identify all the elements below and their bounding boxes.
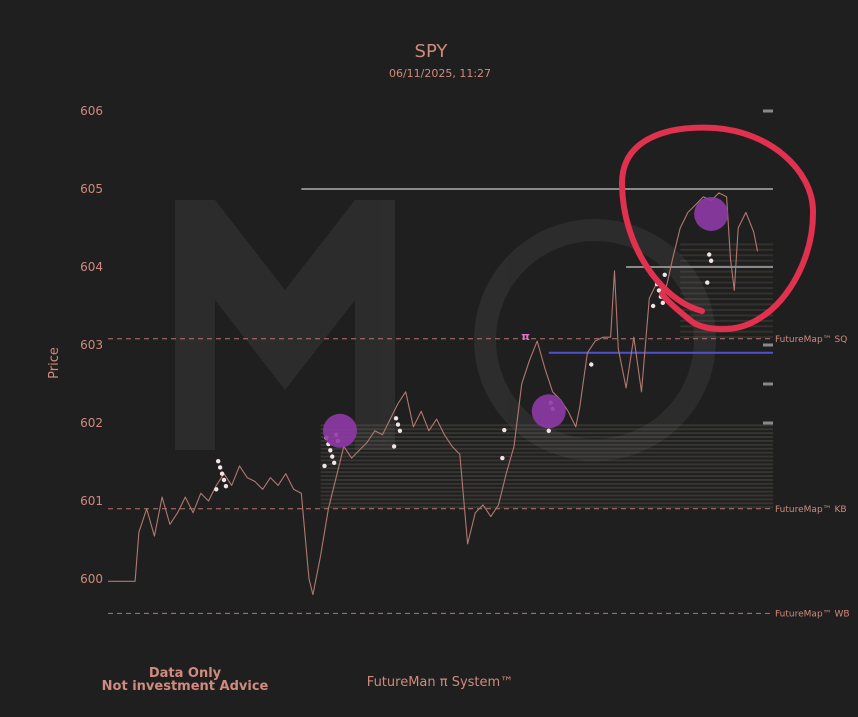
depth-band <box>320 506 773 509</box>
depth-band <box>680 259 773 262</box>
signal-marker <box>393 416 399 421</box>
signal-marker <box>331 460 337 465</box>
depth-band <box>680 292 773 295</box>
depth-band <box>320 475 773 478</box>
disclaimer: Data Only Not investment Advice <box>100 667 270 693</box>
signal-marker <box>215 459 221 464</box>
y-axis-ticks: 600 601 602 603 604 605 606 <box>80 104 103 586</box>
signal-marker <box>221 477 227 483</box>
depth-band <box>320 494 773 497</box>
signal-marker <box>708 258 714 263</box>
depth-band <box>680 243 773 246</box>
depth-band <box>320 451 773 454</box>
signal-marker <box>397 428 403 433</box>
signal-marker <box>589 362 594 367</box>
signal-marker <box>219 471 225 476</box>
futuremap-level-label: FutureMap™ KB <box>775 505 847 515</box>
depth-band <box>320 467 773 470</box>
disclaimer-line1: Data Only <box>148 666 222 681</box>
y-tick-label: 605 <box>80 182 103 196</box>
pi-annotation: π <box>521 330 530 343</box>
depth-band <box>680 287 773 290</box>
brand-footer: FutureMan π System™ <box>366 675 514 690</box>
depth-band <box>320 490 773 493</box>
y-tick-label: 606 <box>80 104 103 118</box>
depth-band <box>680 276 773 279</box>
depth-band <box>320 478 773 481</box>
y-tick-label: 601 <box>80 494 103 508</box>
depth-band <box>320 502 773 505</box>
depth-band <box>680 281 773 284</box>
signal-marker <box>650 303 656 309</box>
y-tick-label: 602 <box>80 416 103 430</box>
highlight-circle <box>322 413 357 448</box>
signal-marker <box>223 483 229 489</box>
signal-marker <box>705 280 710 285</box>
signal-marker <box>391 444 397 449</box>
futuremap-levels: FutureMap™ SQ FutureMap™ KB FutureMap™ WB <box>108 335 850 619</box>
depth-band <box>680 319 773 322</box>
signal-marker <box>660 300 666 306</box>
depth-band <box>320 455 773 458</box>
y-tick-label: 600 <box>80 572 103 586</box>
depth-band <box>320 432 773 435</box>
y-tick-label: 604 <box>80 260 103 274</box>
highlight-circles <box>322 196 729 448</box>
signal-marker <box>707 252 712 257</box>
signal-marker <box>217 465 223 470</box>
depth-band <box>680 270 773 273</box>
depth-band <box>680 336 773 339</box>
signal-marker <box>395 422 401 427</box>
signal-marker <box>502 427 507 433</box>
depth-band <box>680 297 773 300</box>
highlight-circle <box>694 196 729 231</box>
signal-marker <box>656 288 662 293</box>
signal-marker <box>546 428 551 433</box>
depth-band <box>680 254 773 257</box>
depth-band <box>680 308 773 311</box>
brand-watermark <box>175 200 716 461</box>
depth-band <box>320 471 773 474</box>
depth-band <box>320 447 773 450</box>
depth-band <box>320 436 773 439</box>
signal-marker <box>330 454 335 459</box>
depth-band <box>320 498 773 501</box>
depth-band <box>320 486 773 489</box>
depth-band <box>680 314 773 317</box>
depth-band <box>680 248 773 251</box>
chart-subtitle: 06/11/2025, 11:27 <box>389 67 491 80</box>
depth-band <box>320 482 773 485</box>
chart-title: SPY <box>415 41 449 62</box>
depth-band <box>320 428 773 431</box>
depth-band <box>680 303 773 306</box>
signal-marker <box>328 448 333 453</box>
highlight-circle <box>531 394 566 429</box>
signal-marker <box>662 272 667 277</box>
futuremap-level-label: FutureMap™ WB <box>775 609 850 619</box>
depth-band <box>320 443 773 446</box>
disclaimer-line2: Not investment Advice <box>101 679 269 694</box>
chart-annotations: π <box>521 330 530 343</box>
annotation-ring <box>618 124 817 333</box>
right-side-marks <box>763 109 773 425</box>
depth-band <box>320 463 773 466</box>
y-axis-label: Price <box>47 347 62 379</box>
depth-band <box>320 439 773 442</box>
futuremap-level-label: FutureMap™ SQ <box>775 335 847 345</box>
signal-marker <box>322 463 327 469</box>
signal-marker <box>214 487 219 492</box>
y-tick-label: 603 <box>80 338 103 352</box>
depth-band <box>320 459 773 462</box>
signal-marker <box>500 455 505 461</box>
